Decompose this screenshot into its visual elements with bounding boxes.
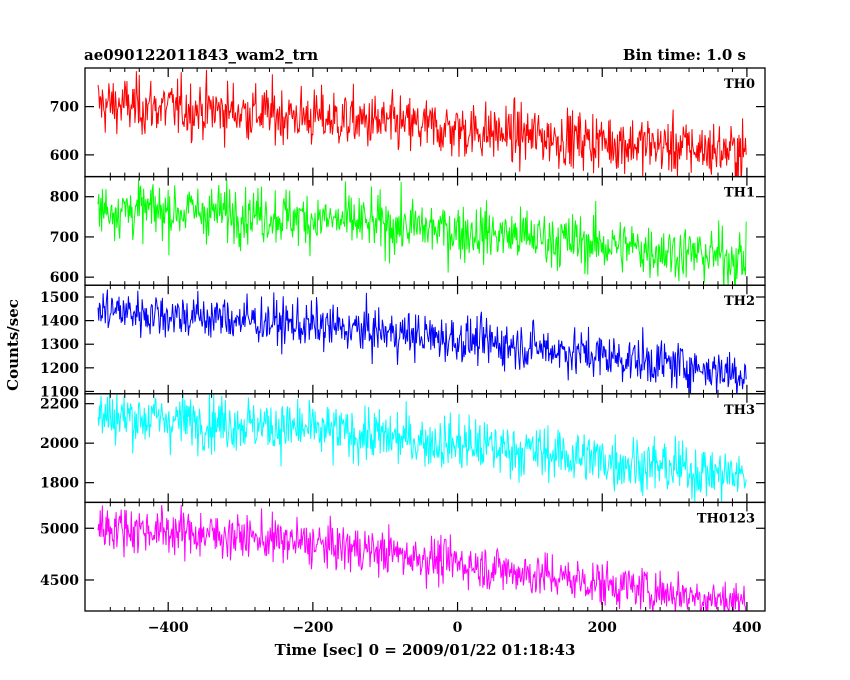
y-tick-label: 1300 — [40, 337, 79, 353]
y-tick-label: 1500 — [40, 290, 79, 306]
series-line-th2 — [97, 289, 747, 394]
x-tick-label: 400 — [732, 620, 761, 636]
y-tick-label: 1200 — [40, 361, 79, 377]
y-tick-label: 700 — [50, 230, 79, 246]
title-right: Bin time: 1.0 s — [623, 46, 746, 64]
panels-group: 600 700 TH0 600 700 800 TH1 1100 1200 1300 1400 150… — [40, 67, 766, 612]
panel-label-th2: TH2 — [724, 294, 755, 309]
y-tick-label: 4500 — [40, 573, 79, 589]
panel-th0: 600 700 TH0 — [50, 67, 766, 178]
panel-th1: 600 700 800 TH1 — [50, 175, 766, 286]
series-line-th3 — [97, 393, 747, 503]
y-tick-label: 2200 — [40, 397, 79, 413]
y-tick-label: 2000 — [40, 436, 79, 452]
title-left: ae090122011843_wam2_trn — [84, 46, 318, 64]
panel-label-th1: TH1 — [724, 186, 755, 201]
x-tick-label: 0 — [453, 620, 463, 636]
panel-label-th3: TH3 — [724, 403, 755, 418]
x-ticks-group: −400 −200 0 200 400 — [148, 620, 762, 636]
panel-frame — [84, 501, 766, 612]
y-tick-label: 600 — [50, 270, 79, 286]
y-tick-label: 800 — [50, 190, 79, 206]
x-axis-label: Time [sec] 0 = 2009/01/22 01:18:43 — [275, 641, 576, 659]
x-tick-label: −200 — [292, 620, 333, 636]
panel-th3: 1800 2000 2200 TH3 — [40, 393, 766, 504]
x-tick-label: −400 — [148, 620, 189, 636]
series-line-th1 — [97, 179, 747, 286]
panel-label-th0123: TH0123 — [697, 511, 755, 526]
y-tick-label: 1400 — [40, 314, 79, 330]
y-tick-label: 1800 — [40, 476, 79, 492]
panel-frame — [84, 284, 766, 395]
y-tick-label: 700 — [50, 100, 79, 116]
y-tick-label: 600 — [50, 148, 79, 164]
panel-th0123: 4500 5000 TH0123 — [40, 501, 766, 612]
series-line-th0 — [97, 69, 747, 177]
panel-th2: 1100 1200 1300 1400 1500 TH2 — [40, 284, 766, 400]
series-line-th0123 — [97, 505, 747, 611]
y-axis-label: Counts/sec — [4, 299, 22, 391]
panel-label-th0: TH0 — [724, 77, 755, 92]
y-tick-label: 5000 — [40, 521, 79, 537]
x-tick-label: 200 — [588, 620, 617, 636]
y-tick-label: 1100 — [40, 384, 79, 400]
